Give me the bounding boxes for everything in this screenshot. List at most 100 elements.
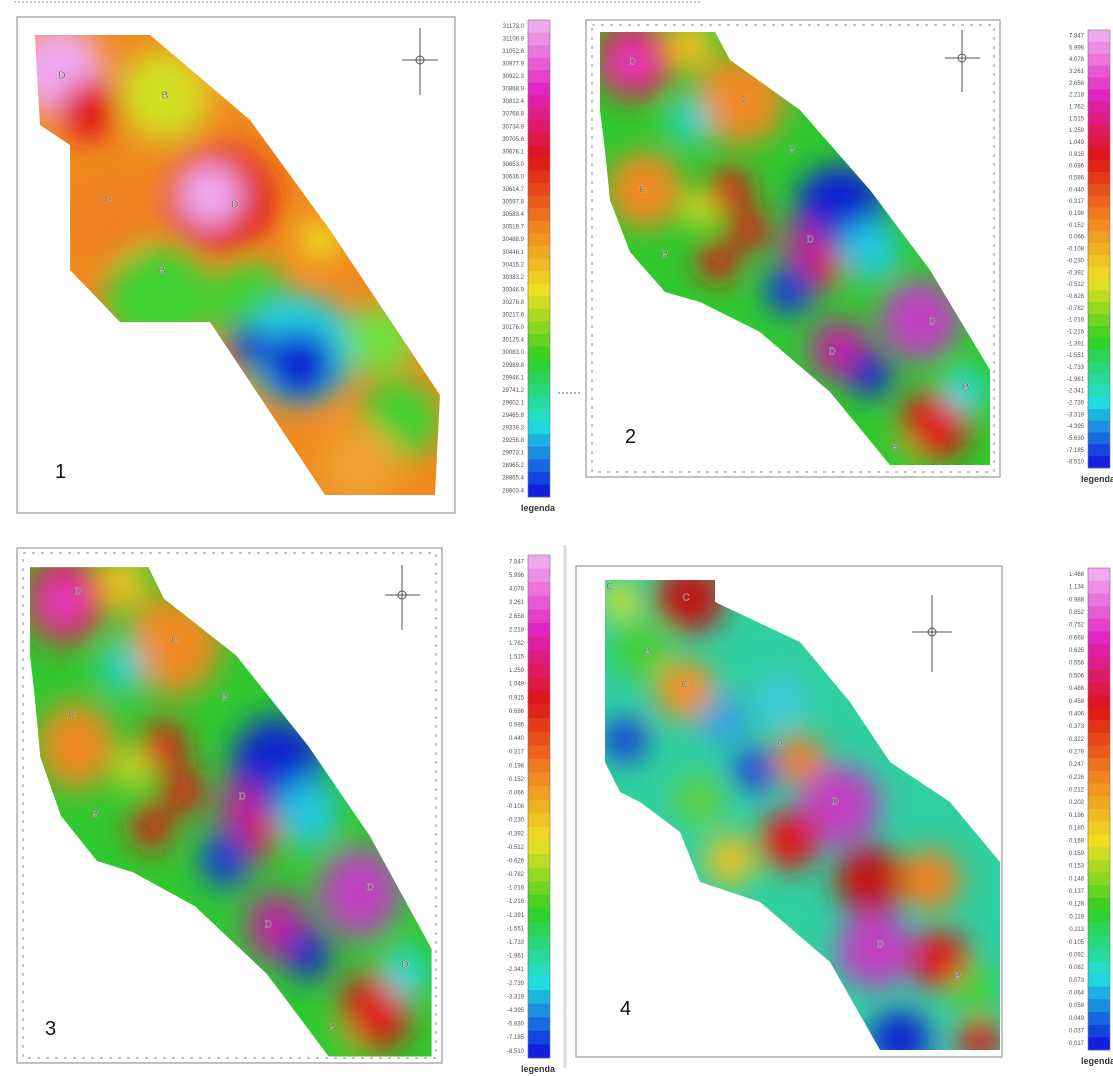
legend-label: -3.319 <box>1067 412 1085 418</box>
legend-swatch <box>1088 784 1110 797</box>
legend-label: 2.658 <box>509 614 525 620</box>
legend-label: 3.261 <box>1069 69 1085 75</box>
legend-label: 30276.8 <box>502 300 524 306</box>
zone-label: B <box>329 1023 336 1034</box>
legend-label: 30734.9 <box>502 124 524 130</box>
legend-label: 0.153 <box>1069 864 1085 870</box>
legend-label: 5.996 <box>1069 45 1085 51</box>
legend-label: -1.961 <box>1067 377 1085 383</box>
zone-label: B <box>662 250 669 261</box>
legend-label: -1.016 <box>507 886 525 892</box>
legend-swatch <box>1088 758 1110 771</box>
legend-label: -0.230 <box>1067 258 1085 264</box>
legend-swatch <box>528 582 550 596</box>
legend-swatch <box>528 70 550 83</box>
legend-label: 0.105 <box>1069 940 1085 946</box>
legend-label: 0.317 <box>509 750 525 756</box>
legend-swatch <box>1088 160 1110 172</box>
legend-swatch <box>1088 949 1110 962</box>
legend-label: 0.049 <box>1069 1016 1085 1022</box>
legend-swatch <box>1088 314 1110 326</box>
legend-label: 4.078 <box>1069 57 1085 63</box>
legend-swatch <box>528 346 550 359</box>
legend-label: 0.486 <box>1069 686 1085 692</box>
legend-swatch <box>528 569 550 583</box>
legend-swatch <box>528 371 550 384</box>
legend-label: 2.218 <box>509 627 525 633</box>
legend-swatch <box>1088 361 1110 373</box>
legend-label: 0.148 <box>1069 876 1085 882</box>
legend-swatch <box>528 949 550 963</box>
legend-swatch <box>1088 796 1110 809</box>
legend-label: 31173.0 <box>503 24 525 30</box>
legend-label: 0.247 <box>1069 762 1085 768</box>
legend-label: 30812.4 <box>502 99 524 105</box>
legend-label: 29073.1 <box>502 451 524 457</box>
legend-swatch <box>1088 910 1110 923</box>
legend-label: -3.319 <box>507 994 525 1000</box>
legend-swatch <box>1088 987 1110 1000</box>
legend-swatch <box>528 637 550 651</box>
legend-label: -0.512 <box>507 845 525 851</box>
legend-label: 1.134 <box>1069 585 1085 591</box>
legend-label: 4.078 <box>509 587 525 593</box>
legend-label: 1.049 <box>1069 140 1085 146</box>
legend-swatch <box>1088 137 1110 149</box>
legend-swatch <box>528 133 550 146</box>
legend-title: legenda <box>521 503 556 513</box>
zone-label: D <box>264 920 271 931</box>
legend-swatch <box>528 284 550 297</box>
legend-label: 30597.8 <box>502 200 524 206</box>
legend-label: -8.510 <box>507 1049 525 1055</box>
legend-swatch <box>528 827 550 841</box>
legend-label: 7.847 <box>1069 33 1085 39</box>
legend-swatch <box>1088 421 1110 433</box>
legend-label: 0.152 <box>509 777 525 783</box>
legend-label: 28865.4 <box>502 476 524 482</box>
legend-swatch <box>528 786 550 800</box>
legend-label: -1.391 <box>507 913 525 919</box>
legend-label: -1.551 <box>1067 353 1085 359</box>
zone-label: D <box>806 235 813 246</box>
legend-swatch <box>1088 1037 1110 1050</box>
legend-swatch <box>528 759 550 773</box>
legend-label: -0.108 <box>1067 247 1085 253</box>
legend-label: 0.196 <box>1069 813 1085 819</box>
legend-label: 5.996 <box>509 573 525 579</box>
legend-swatch <box>1088 172 1110 184</box>
legend-label: 0.915 <box>509 695 525 701</box>
legend-swatch <box>1088 682 1110 695</box>
legend-swatch <box>528 221 550 234</box>
legend-swatch <box>528 296 550 309</box>
legend-swatch <box>528 664 550 678</box>
legend-label: 0.686 <box>509 709 525 715</box>
zone-label: B <box>92 810 99 821</box>
zone-label: D <box>928 317 935 328</box>
legend-swatch <box>528 196 550 209</box>
legend-label: -0.512 <box>1067 282 1085 288</box>
legend-swatch <box>1088 695 1110 708</box>
legend-label: 30583.4 <box>502 212 524 218</box>
legend-swatch <box>528 650 550 664</box>
legend-swatch <box>528 409 550 422</box>
legend-label: -1.016 <box>1067 318 1085 324</box>
legend-label: 1.049 <box>509 682 525 688</box>
legend-label: -1.733 <box>507 940 525 946</box>
legend-swatch <box>1088 66 1110 78</box>
legend-swatch <box>528 321 550 334</box>
legend-label: 29602.1 <box>502 400 524 406</box>
legend-swatch <box>1088 809 1110 822</box>
legend-swatch <box>1088 593 1110 606</box>
legend-label: 30636.0 <box>502 174 524 180</box>
legend-swatch <box>1088 409 1110 421</box>
legend-swatch <box>1088 936 1110 949</box>
legend-label: -5.630 <box>507 1022 525 1028</box>
legend-label: 28965.2 <box>502 463 524 469</box>
legend-swatch <box>528 58 550 71</box>
legend-label: 30519.7 <box>502 225 524 231</box>
legend-swatch <box>1088 113 1110 125</box>
legend-label: 30346.9 <box>502 287 524 293</box>
legend-swatch <box>528 459 550 472</box>
legend-label: -2.739 <box>507 981 525 987</box>
legend-label: 0.752 <box>1069 623 1085 629</box>
